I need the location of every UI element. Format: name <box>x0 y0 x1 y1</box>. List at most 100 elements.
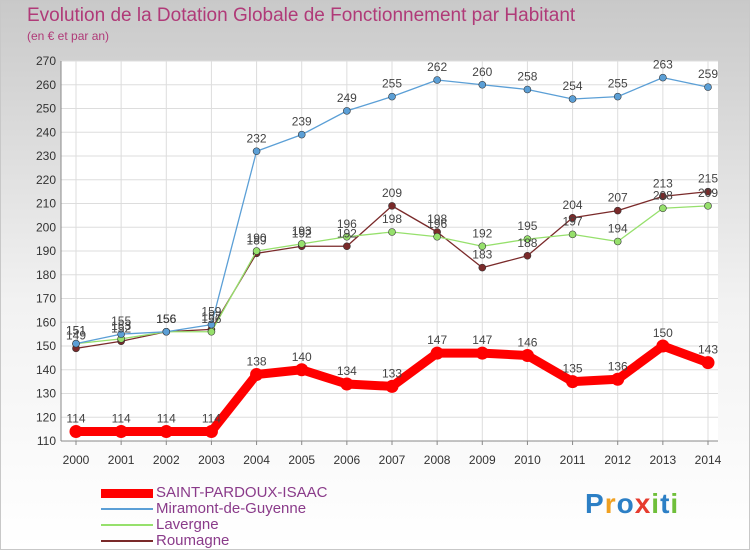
data-point-saint-pardoux-isaac <box>430 346 444 360</box>
data-point-roumagne <box>523 251 532 260</box>
data-label-lavergne: 151 <box>66 324 86 338</box>
data-point-miramont-de-guyenne <box>659 73 667 82</box>
data-point-roumagne <box>388 202 396 210</box>
data-label-miramont-de-guyenne: 263 <box>653 58 673 72</box>
x-tick-label: 2013 <box>650 453 677 467</box>
data-label-roumagne: 156 <box>156 312 176 326</box>
data-label-lavergne: 209 <box>698 186 718 200</box>
data-label-miramont-de-guyenne: 159 <box>201 305 221 319</box>
y-tick-label: 220 <box>36 173 56 187</box>
data-point-saint-pardoux-isaac <box>295 363 309 377</box>
data-label-saint-pardoux-isaac: 146 <box>517 336 537 350</box>
data-point-lavergne <box>207 327 216 336</box>
data-label-lavergne: 195 <box>517 219 537 233</box>
data-point-roumagne <box>704 187 712 196</box>
data-label-miramont-de-guyenne: 156 <box>156 312 176 326</box>
data-label-miramont-de-guyenne: 259 <box>698 67 718 81</box>
proxiti-logo: Proxiti <box>585 488 679 520</box>
chart-subtitle: (en € et par an) <box>27 29 110 43</box>
data-label-lavergne: 194 <box>608 222 628 236</box>
data-point-lavergne <box>297 240 306 248</box>
data-point-miramont-de-guyenne <box>433 76 441 84</box>
legend-swatch <box>101 489 153 498</box>
x-tick-label: 2000 <box>63 453 90 467</box>
data-point-saint-pardoux-isaac <box>204 425 218 438</box>
data-point-miramont-de-guyenne <box>388 92 396 101</box>
legend-swatch <box>101 540 153 542</box>
data-point-saint-pardoux-isaac <box>159 425 173 438</box>
legend-label: Roumagne <box>156 532 230 549</box>
data-label-miramont-de-guyenne: 239 <box>292 115 312 129</box>
data-point-miramont-de-guyenne <box>613 92 622 101</box>
data-point-saint-pardoux-isaac <box>385 379 399 393</box>
data-label-saint-pardoux-isaac: 150 <box>653 326 673 340</box>
data-label-saint-pardoux-isaac: 114 <box>157 412 176 426</box>
data-point-lavergne <box>659 204 667 213</box>
data-label-miramont-de-guyenne: 262 <box>427 60 447 74</box>
legend-label: SAINT-PARDOUX-ISAAC <box>156 484 328 501</box>
data-label-roumagne: 188 <box>517 236 537 250</box>
data-point-lavergne <box>704 202 712 210</box>
data-point-lavergne <box>568 230 577 239</box>
data-point-lavergne <box>433 232 441 241</box>
y-tick-label: 240 <box>36 125 56 139</box>
data-label-roumagne: 152 <box>111 321 131 335</box>
data-label-lavergne: 192 <box>472 226 492 240</box>
data-point-miramont-de-guyenne <box>162 327 171 336</box>
data-label-miramont-de-guyenne: 260 <box>472 65 492 79</box>
data-label-saint-pardoux-isaac: 135 <box>563 362 583 376</box>
y-tick-label: 200 <box>36 220 56 234</box>
y-tick-label: 130 <box>36 387 56 401</box>
data-label-roumagne: 213 <box>653 176 673 190</box>
data-point-miramont-de-guyenne <box>252 147 261 156</box>
data-label-saint-pardoux-isaac: 136 <box>608 359 628 373</box>
data-point-saint-pardoux-isaac <box>520 349 534 362</box>
y-tick-label: 270 <box>36 54 56 68</box>
data-point-lavergne <box>343 232 351 241</box>
logo-letter: t <box>660 488 671 519</box>
data-point-saint-pardoux-isaac <box>114 425 128 438</box>
data-point-miramont-de-guyenne <box>523 85 532 94</box>
data-label-miramont-de-guyenne: 255 <box>382 77 402 91</box>
data-label-lavergne: 196 <box>337 217 357 231</box>
x-tick-label: 2003 <box>198 453 225 467</box>
y-tick-label: 140 <box>36 363 56 377</box>
x-tick-label: 2007 <box>379 453 406 467</box>
logo-letter: P <box>585 488 605 519</box>
data-label-saint-pardoux-isaac: 134 <box>337 364 357 378</box>
data-label-roumagne: 183 <box>472 248 492 262</box>
data-label-saint-pardoux-isaac: 147 <box>472 333 492 347</box>
y-tick-label: 260 <box>36 78 56 92</box>
data-label-roumagne: 215 <box>698 172 718 186</box>
data-label-lavergne: 153 <box>111 319 131 333</box>
data-label-miramont-de-guyenne: 232 <box>247 131 267 145</box>
x-tick-label: 2008 <box>424 453 451 467</box>
data-label-roumagne: 192 <box>292 226 312 240</box>
y-tick-label: 110 <box>37 434 56 448</box>
data-label-roumagne: 204 <box>563 198 583 212</box>
y-tick-label: 120 <box>36 410 56 424</box>
data-label-miramont-de-guyenne: 155 <box>111 314 131 328</box>
logo-letter: x <box>634 488 652 519</box>
x-tick-label: 2002 <box>153 453 180 467</box>
logo-letter: r <box>604 488 617 519</box>
data-label-saint-pardoux-isaac: 114 <box>202 412 221 426</box>
y-tick-label: 160 <box>36 315 56 329</box>
data-label-roumagne: 207 <box>608 191 628 205</box>
data-point-miramont-de-guyenne <box>117 330 125 338</box>
data-label-saint-pardoux-isaac: 114 <box>112 412 131 426</box>
data-label-miramont-de-guyenne: 255 <box>608 77 628 91</box>
data-point-miramont-de-guyenne <box>478 80 487 89</box>
data-point-roumagne <box>343 242 351 251</box>
data-label-saint-pardoux-isaac: 138 <box>247 355 267 369</box>
data-point-lavergne <box>252 247 261 255</box>
x-tick-label: 2001 <box>108 453 135 467</box>
data-point-lavergne <box>478 242 487 251</box>
legend-swatch <box>101 524 153 526</box>
x-tick-label: 2014 <box>695 453 722 467</box>
data-label-lavergne: 190 <box>247 231 267 245</box>
data-label-roumagne: 189 <box>247 233 267 247</box>
data-label-lavergne: 198 <box>382 212 402 226</box>
logo-letter: i <box>651 488 661 519</box>
